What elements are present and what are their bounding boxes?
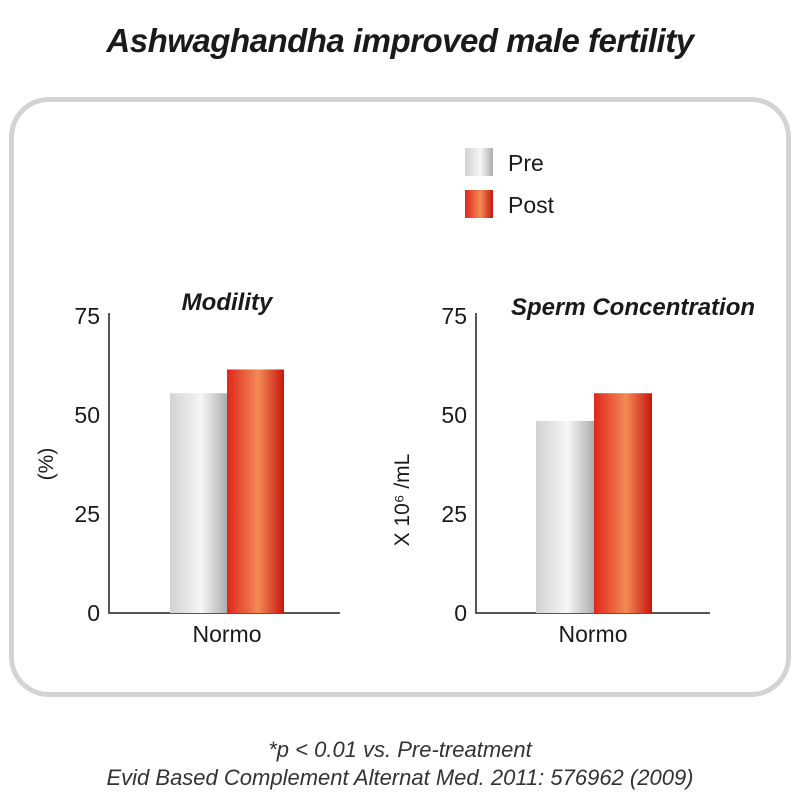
y-axis-label: (%) xyxy=(35,448,58,481)
y-tick-label: 75 xyxy=(74,303,100,329)
chart-modility: Modility (%) 0 25 50 75 Normo xyxy=(35,289,340,647)
legend: Pre Post xyxy=(465,148,555,218)
legend-swatch-post xyxy=(465,190,493,218)
bar-post xyxy=(227,369,284,613)
y-tick-label: 75 xyxy=(441,303,467,329)
y-tick-label: 25 xyxy=(441,501,467,527)
y-tick-label: 0 xyxy=(454,600,467,626)
page-title: Ashwaghandha improved male fertility xyxy=(106,22,694,59)
legend-label-pre: Pre xyxy=(508,150,544,176)
y-tick-label: 25 xyxy=(74,501,100,527)
chart-title: Sperm Concentration xyxy=(511,294,755,321)
y-tick-label: 50 xyxy=(441,402,467,428)
bar-pre xyxy=(170,393,227,613)
x-tick-label: Normo xyxy=(192,621,261,647)
bar-post xyxy=(594,393,652,613)
chart-title: Modility xyxy=(182,289,274,316)
footnote-significance: *p < 0.01 vs. Pre-treatment xyxy=(268,737,532,762)
y-tick-label: 0 xyxy=(87,600,100,626)
y-tick-label: 50 xyxy=(74,402,100,428)
bar-pre xyxy=(536,420,594,613)
y-axis-label: X 10⁶ /mL xyxy=(391,454,414,547)
legend-label-post: Post xyxy=(508,192,555,218)
x-tick-label: Normo xyxy=(558,621,627,647)
chart-panel xyxy=(9,97,791,697)
chart-sperm-concentration: Sperm Concentration X 10⁶ /mL 0 25 50 75 No… xyxy=(391,294,755,647)
footnote-citation: Evid Based Complement Alternat Med. 2011… xyxy=(106,765,694,790)
legend-swatch-pre xyxy=(465,148,493,176)
